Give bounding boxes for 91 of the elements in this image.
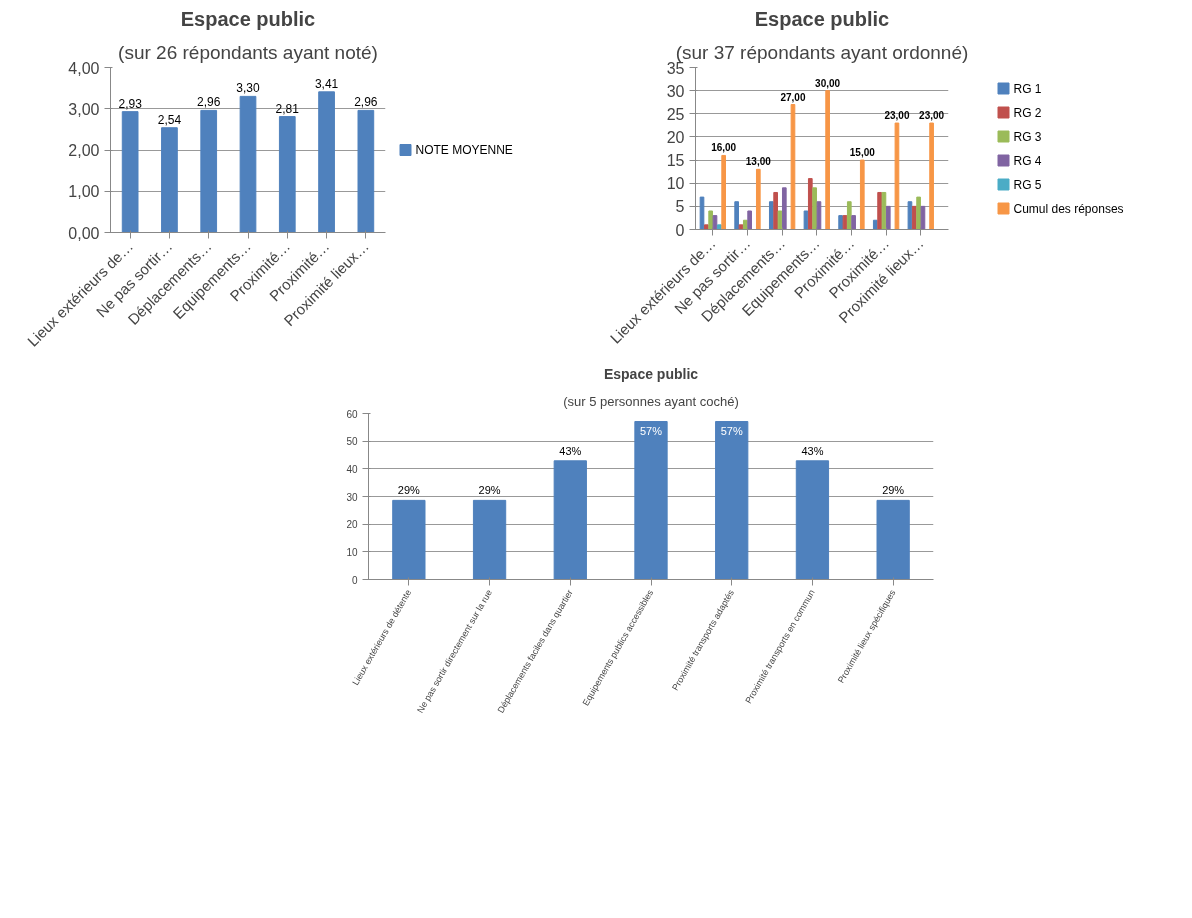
data-label: 29%: [397, 484, 421, 497]
y-tick-label: 50: [346, 436, 358, 448]
data-label: 30,00: [815, 77, 841, 89]
bar: [790, 104, 796, 230]
y-tick-label: 20: [346, 519, 358, 531]
data-label: 2,93: [118, 96, 143, 111]
bar: [846, 201, 852, 230]
bar: [472, 499, 507, 580]
y-tick-label: 25: [666, 105, 685, 123]
data-label: 2,96: [197, 95, 221, 110]
bar: [747, 210, 752, 230]
bar: [318, 91, 335, 233]
bar: [851, 215, 856, 230]
bar: [357, 109, 375, 233]
bar: [715, 421, 749, 580]
bar: [876, 499, 910, 580]
data-label: 23,00: [919, 110, 945, 122]
data-label: 43%: [801, 444, 824, 457]
legend-label: RG 2: [1013, 105, 1042, 120]
y-tick-label: 10: [666, 175, 685, 193]
bar: [803, 210, 809, 230]
y-tick-label: 40: [346, 463, 358, 475]
chart-title: Espace public: [754, 7, 890, 30]
bar: [161, 127, 178, 233]
bar: [708, 210, 713, 230]
chart-title: Espace public: [180, 7, 316, 30]
bar: [881, 191, 887, 230]
bar: [916, 196, 921, 230]
bar: [755, 168, 761, 230]
legend-label: NOTE MOYENNE: [415, 143, 513, 157]
bar: [816, 201, 822, 230]
data-label: 29%: [882, 484, 905, 497]
y-tick-label: 3,00: [68, 100, 100, 118]
bar: [907, 201, 913, 230]
bar: [885, 205, 891, 230]
y-tick-label: 0,00: [68, 224, 100, 242]
bar: [553, 460, 587, 580]
y-tick-label: 5: [675, 198, 685, 216]
data-label: 2,96: [354, 95, 378, 110]
data-label: 27,00: [780, 91, 806, 103]
y-tick-label: 30: [346, 491, 358, 503]
y-tick-label: 4,00: [68, 59, 100, 77]
y-tick-label: 30: [666, 82, 685, 100]
bar: [392, 499, 426, 580]
bar: [278, 116, 296, 233]
bar: [773, 191, 778, 230]
data-label: 43%: [559, 444, 582, 457]
bar: [634, 421, 668, 580]
data-label: 3,30: [236, 81, 260, 96]
y-tick-label: 2,00: [68, 142, 100, 159]
data-label: 15,00: [849, 147, 876, 159]
bar: [200, 109, 218, 233]
legend-label: RG 1: [1013, 81, 1042, 96]
data-label: 13,00: [745, 156, 772, 168]
bar: [121, 111, 139, 233]
bar: [777, 210, 783, 230]
data-label: 16,00: [711, 142, 737, 154]
data-label: 57%: [720, 424, 743, 437]
bar: [781, 187, 787, 230]
bar: [734, 201, 739, 230]
y-tick-label: 0: [351, 574, 358, 586]
legend-label: Cumul des réponses: [1013, 201, 1124, 216]
bar: [920, 205, 926, 230]
chart-subtitle: (sur 26 répondants ayant noté): [118, 41, 378, 63]
bar: [859, 159, 865, 230]
bar: [825, 90, 830, 230]
chart-title: Espace public: [603, 365, 699, 382]
data-label: 2,54: [157, 112, 182, 127]
bar: [894, 122, 900, 230]
bar: [738, 224, 744, 230]
bar: [721, 154, 726, 230]
bar: [795, 460, 830, 580]
legend-label: RG 3: [1013, 129, 1042, 144]
y-tick-label: 60: [346, 408, 358, 420]
legend-label: RG 4: [1013, 153, 1042, 168]
data-label: 29%: [478, 484, 501, 497]
data-label: 3,41: [314, 76, 339, 91]
y-tick-label: 15: [666, 152, 685, 170]
bar: [812, 187, 817, 230]
chart-subtitle: (sur 5 personnes ayant coché): [563, 393, 739, 409]
y-tick-label: 1,00: [68, 183, 100, 201]
y-tick-label: 20: [666, 128, 685, 146]
data-label: 57%: [639, 424, 663, 437]
bar: [842, 215, 848, 230]
y-tick-label: 0: [675, 221, 685, 239]
bar: [929, 122, 934, 230]
legend-label: RG 5: [1013, 177, 1042, 192]
data-label: 23,00: [884, 110, 910, 122]
data-label: 2,81: [275, 101, 300, 116]
y-tick-label: 10: [346, 546, 358, 558]
bar: [239, 95, 257, 233]
